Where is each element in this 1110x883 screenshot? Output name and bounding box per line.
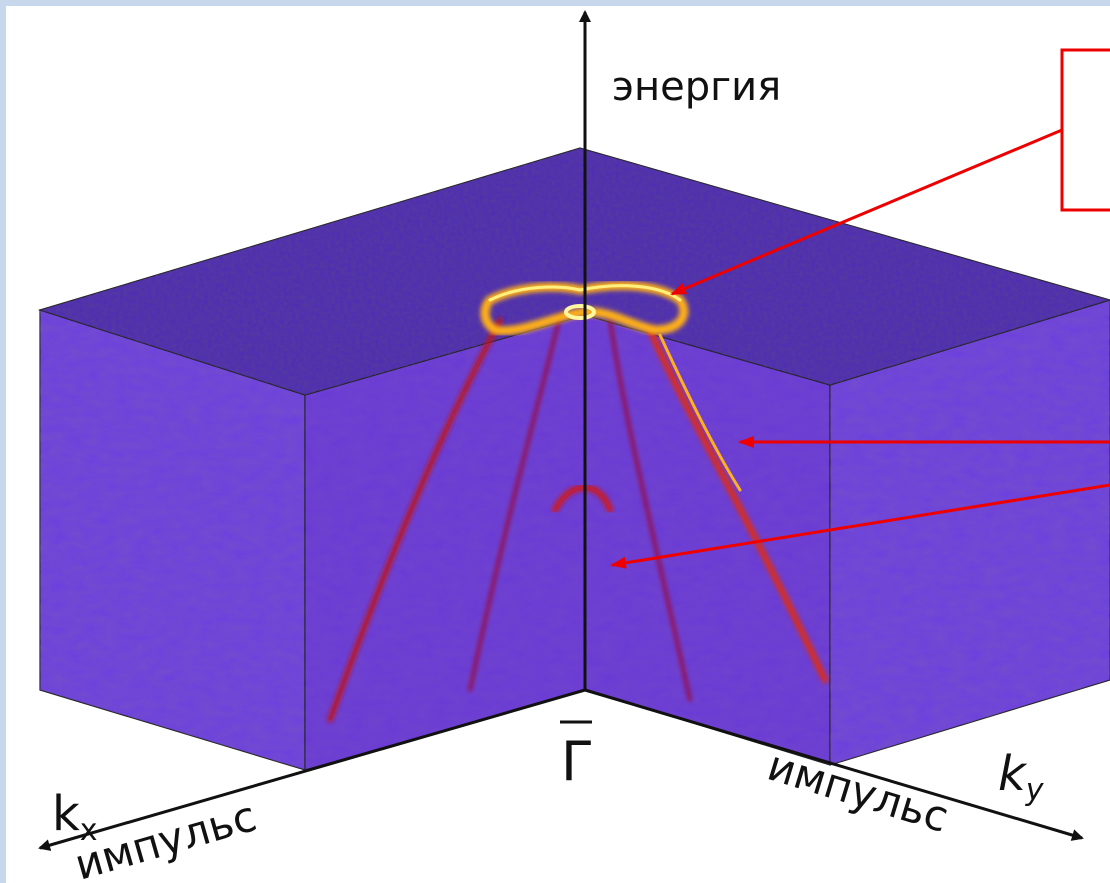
kx-symbol: k [52, 786, 80, 842]
ky-symbol: k [998, 746, 1028, 802]
kx-subscript: x [80, 813, 98, 848]
annotations [610, 48, 1110, 569]
cube [37, 147, 1110, 771]
gamma-text: Γ [561, 730, 591, 793]
kx-label: kx [52, 786, 98, 848]
label-bg [975, 740, 1085, 800]
ky-label: ky [998, 746, 1045, 808]
axes [38, 10, 1084, 851]
bands [327, 281, 828, 723]
ky-subscript: y [1025, 773, 1045, 808]
gamma-label: Γ [560, 720, 592, 793]
energy-label: энергия [612, 64, 781, 110]
